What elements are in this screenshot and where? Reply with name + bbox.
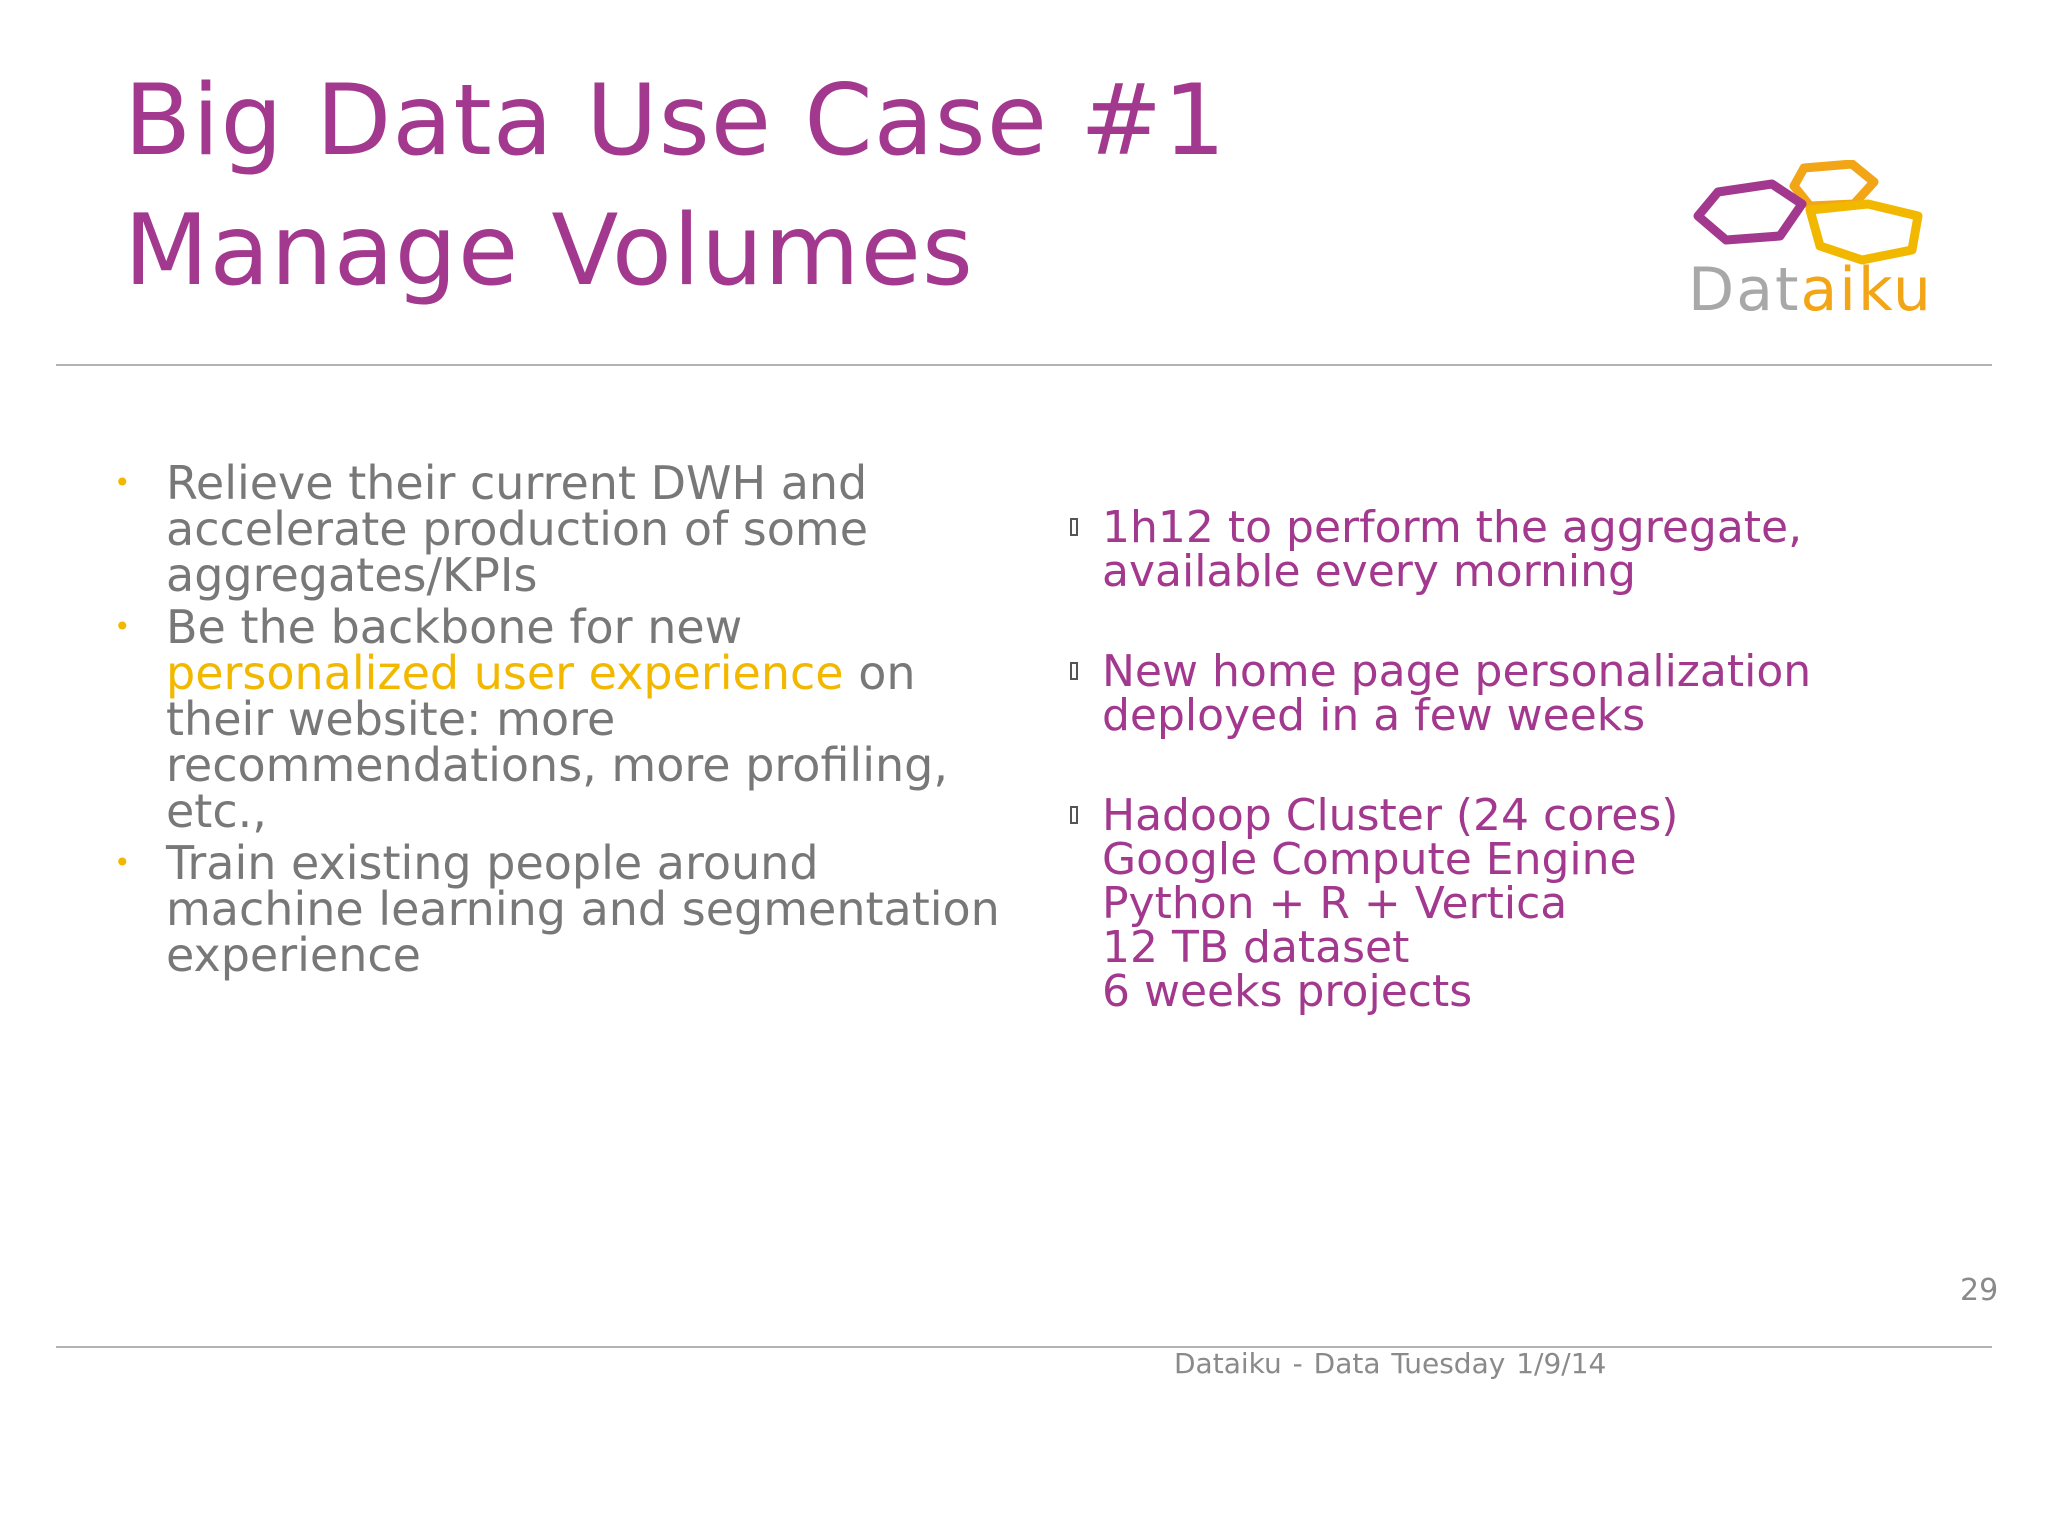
bullet-text: Relieve their current DWH and accelerate… [166,456,869,602]
result-line: Python + R + Vertica [1102,878,1568,929]
result-line: Hadoop Cluster (24 cores) [1102,790,1679,841]
result-item-personalization: New home page personalization deployed i… [1066,650,1926,738]
result-line: 6 weeks projects [1102,966,1473,1017]
logo-wordmark-part1: Dat [1688,255,1801,325]
result-line: deployed in a few weeks [1102,690,1646,741]
result-line: available every morning [1102,546,1636,597]
bullet-text-before: Be the backbone for new [166,600,743,654]
slide-footer: Dataiku - Data Tuesday 1/9/14 [1174,1347,1607,1380]
bullet-text: Train existing people around machine lea… [166,836,1000,982]
left-bullet-list: • Relieve their current DWH and accelera… [106,460,1006,984]
result-item-stack: Hadoop Cluster (24 cores) Google Compute… [1066,794,1926,1014]
logo-wordmark-part2: aiku [1800,255,1933,325]
bullet-item: • Train existing people around machine l… [106,840,1006,978]
bottom-divider [56,1346,1992,1348]
hexagon-logo-icon [1693,160,1923,265]
top-divider [56,364,1992,366]
result-line: Google Compute Engine [1102,834,1637,885]
slide-title-line-1: Big Data Use Case #1 [124,64,1227,178]
bullet-box-icon [1070,518,1078,536]
bullet-highlight-text: personalized user experience [166,646,844,700]
bullet-item: • Be the backbone for new personalized u… [106,604,1006,834]
result-item-timing: 1h12 to perform the aggregate, available… [1066,506,1926,594]
result-line: New home page personalization [1102,646,1812,697]
bullet-dot-icon: • [114,610,131,643]
bullet-text-after: on their website: more recommendations, … [166,646,948,838]
page-number: 29 [1960,1273,1999,1308]
bullet-item: • Relieve their current DWH and accelera… [106,460,1006,598]
bullet-box-icon [1070,662,1078,680]
result-line: 1h12 to perform the aggregate, [1102,502,1803,553]
bullet-dot-icon: • [114,466,131,499]
bullet-box-icon [1070,806,1078,824]
dataiku-logo: Dataiku [1684,160,1974,330]
right-result-list: 1h12 to perform the aggregate, available… [1066,506,1926,1070]
logo-wordmark: Dataiku [1688,260,1933,320]
slide-title-line-2: Manage Volumes [124,194,974,308]
result-line: 12 TB dataset [1102,922,1410,973]
bullet-dot-icon: • [114,846,131,879]
